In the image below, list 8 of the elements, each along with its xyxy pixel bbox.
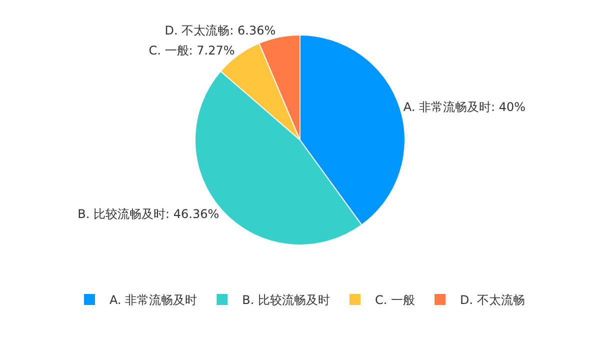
legend-label: D. 不太流畅 [460,293,525,308]
data-label: B. 比较流畅及时: 46.36% [78,207,220,222]
data-label: C. 一般: 7.27% [148,43,235,58]
legend-label: B. 比较流畅及时 [242,293,330,308]
data-label: A. 非常流畅及时: 40% [403,100,526,114]
data-label: D. 不太流畅: 6.36% [164,23,276,38]
legend-label: A. 非常流畅及时 [110,293,198,308]
legend-label: C. 一般 [375,293,416,308]
